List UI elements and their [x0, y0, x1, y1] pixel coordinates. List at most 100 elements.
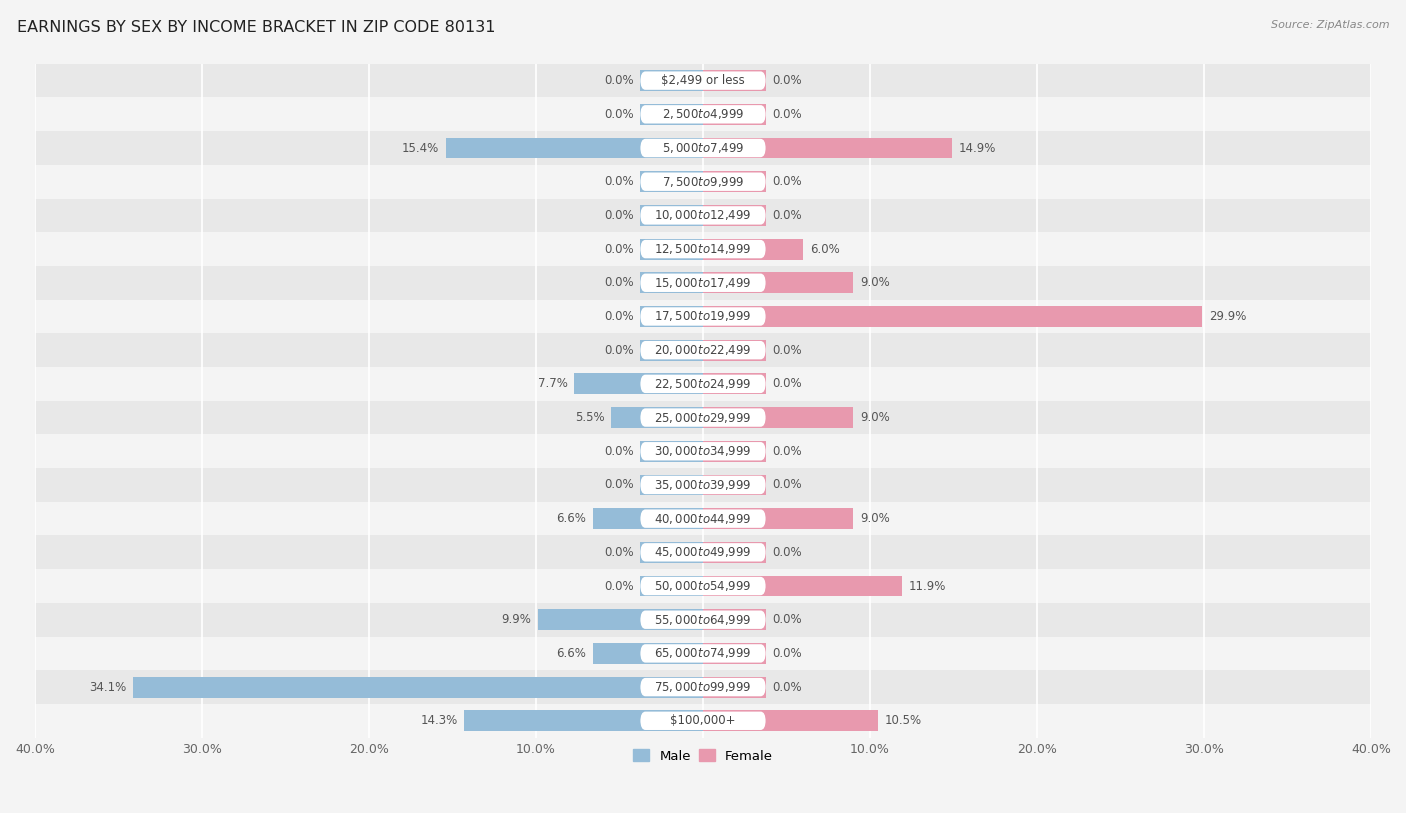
Text: 0.0%: 0.0%: [772, 377, 801, 390]
Bar: [35, 670, 1371, 704]
Bar: [464, 711, 640, 731]
Text: 0.0%: 0.0%: [772, 344, 801, 357]
Bar: [593, 643, 640, 664]
Bar: [35, 300, 1371, 333]
Bar: [35, 198, 1371, 233]
Text: 0.0%: 0.0%: [772, 478, 801, 491]
Bar: [640, 508, 703, 529]
Bar: [35, 603, 1371, 637]
Bar: [766, 407, 853, 428]
Legend: Male, Female: Male, Female: [627, 744, 779, 768]
Bar: [766, 137, 952, 159]
Text: $25,000 to $29,999: $25,000 to $29,999: [654, 411, 752, 424]
Text: 9.0%: 9.0%: [860, 411, 890, 424]
Bar: [640, 205, 703, 226]
Text: 0.0%: 0.0%: [605, 74, 634, 87]
Text: $40,000 to $44,999: $40,000 to $44,999: [654, 511, 752, 526]
Text: 0.0%: 0.0%: [772, 74, 801, 87]
Text: $2,499 or less: $2,499 or less: [661, 74, 745, 87]
Text: 9.0%: 9.0%: [860, 512, 890, 525]
FancyBboxPatch shape: [640, 207, 766, 224]
Bar: [35, 468, 1371, 502]
FancyBboxPatch shape: [640, 240, 766, 259]
Bar: [703, 137, 766, 159]
Bar: [640, 306, 703, 327]
Bar: [703, 306, 766, 327]
Bar: [703, 272, 766, 293]
Bar: [35, 401, 1371, 434]
FancyBboxPatch shape: [640, 711, 766, 730]
Text: 0.0%: 0.0%: [605, 310, 634, 323]
Text: 15.4%: 15.4%: [402, 141, 439, 154]
Text: $10,000 to $12,499: $10,000 to $12,499: [654, 208, 752, 223]
Bar: [640, 373, 703, 394]
Text: 5.5%: 5.5%: [575, 411, 605, 424]
Bar: [35, 536, 1371, 569]
Bar: [766, 508, 853, 529]
Bar: [703, 104, 766, 124]
Bar: [35, 131, 1371, 165]
FancyBboxPatch shape: [640, 307, 766, 326]
Text: 0.0%: 0.0%: [772, 546, 801, 559]
Bar: [35, 704, 1371, 737]
Bar: [703, 373, 766, 394]
Bar: [703, 205, 766, 226]
Bar: [35, 98, 1371, 131]
Text: 0.0%: 0.0%: [772, 209, 801, 222]
FancyBboxPatch shape: [640, 476, 766, 494]
Bar: [640, 676, 703, 698]
Text: $50,000 to $54,999: $50,000 to $54,999: [654, 579, 752, 593]
Text: 14.9%: 14.9%: [959, 141, 995, 154]
Text: 7.7%: 7.7%: [538, 377, 568, 390]
Bar: [593, 508, 640, 529]
Text: $30,000 to $34,999: $30,000 to $34,999: [654, 444, 752, 459]
FancyBboxPatch shape: [640, 611, 766, 629]
Text: 0.0%: 0.0%: [605, 209, 634, 222]
Text: 0.0%: 0.0%: [605, 478, 634, 491]
FancyBboxPatch shape: [640, 105, 766, 124]
Bar: [640, 239, 703, 259]
Bar: [35, 502, 1371, 536]
Bar: [703, 239, 766, 259]
Text: 0.0%: 0.0%: [772, 647, 801, 660]
Text: 0.0%: 0.0%: [605, 580, 634, 593]
FancyBboxPatch shape: [640, 577, 766, 595]
Text: 0.0%: 0.0%: [605, 108, 634, 121]
Text: 9.0%: 9.0%: [860, 276, 890, 289]
FancyBboxPatch shape: [640, 510, 766, 528]
Text: 11.9%: 11.9%: [908, 580, 946, 593]
Bar: [537, 609, 640, 630]
FancyBboxPatch shape: [640, 72, 766, 89]
Text: $22,500 to $24,999: $22,500 to $24,999: [654, 377, 752, 391]
Bar: [703, 576, 766, 597]
Bar: [35, 637, 1371, 670]
FancyBboxPatch shape: [640, 274, 766, 292]
Text: Source: ZipAtlas.com: Source: ZipAtlas.com: [1271, 20, 1389, 30]
Text: 0.0%: 0.0%: [772, 445, 801, 458]
Bar: [766, 306, 1202, 327]
Bar: [446, 137, 640, 159]
Bar: [35, 165, 1371, 198]
Text: $17,500 to $19,999: $17,500 to $19,999: [654, 310, 752, 324]
Bar: [640, 711, 703, 731]
Text: 6.6%: 6.6%: [557, 647, 586, 660]
Text: 0.0%: 0.0%: [772, 176, 801, 188]
FancyBboxPatch shape: [640, 543, 766, 562]
Text: 14.3%: 14.3%: [420, 715, 457, 728]
Text: $12,500 to $14,999: $12,500 to $14,999: [654, 242, 752, 256]
Bar: [703, 643, 766, 664]
Bar: [766, 711, 879, 731]
Text: $45,000 to $49,999: $45,000 to $49,999: [654, 546, 752, 559]
Bar: [640, 441, 703, 462]
Text: 0.0%: 0.0%: [772, 613, 801, 626]
Text: $35,000 to $39,999: $35,000 to $39,999: [654, 478, 752, 492]
Text: 0.0%: 0.0%: [605, 546, 634, 559]
Text: 10.5%: 10.5%: [884, 715, 922, 728]
Text: 0.0%: 0.0%: [605, 276, 634, 289]
FancyBboxPatch shape: [640, 644, 766, 663]
Bar: [640, 542, 703, 563]
Bar: [703, 475, 766, 495]
Bar: [640, 272, 703, 293]
Bar: [640, 137, 703, 159]
Text: $7,500 to $9,999: $7,500 to $9,999: [662, 175, 744, 189]
